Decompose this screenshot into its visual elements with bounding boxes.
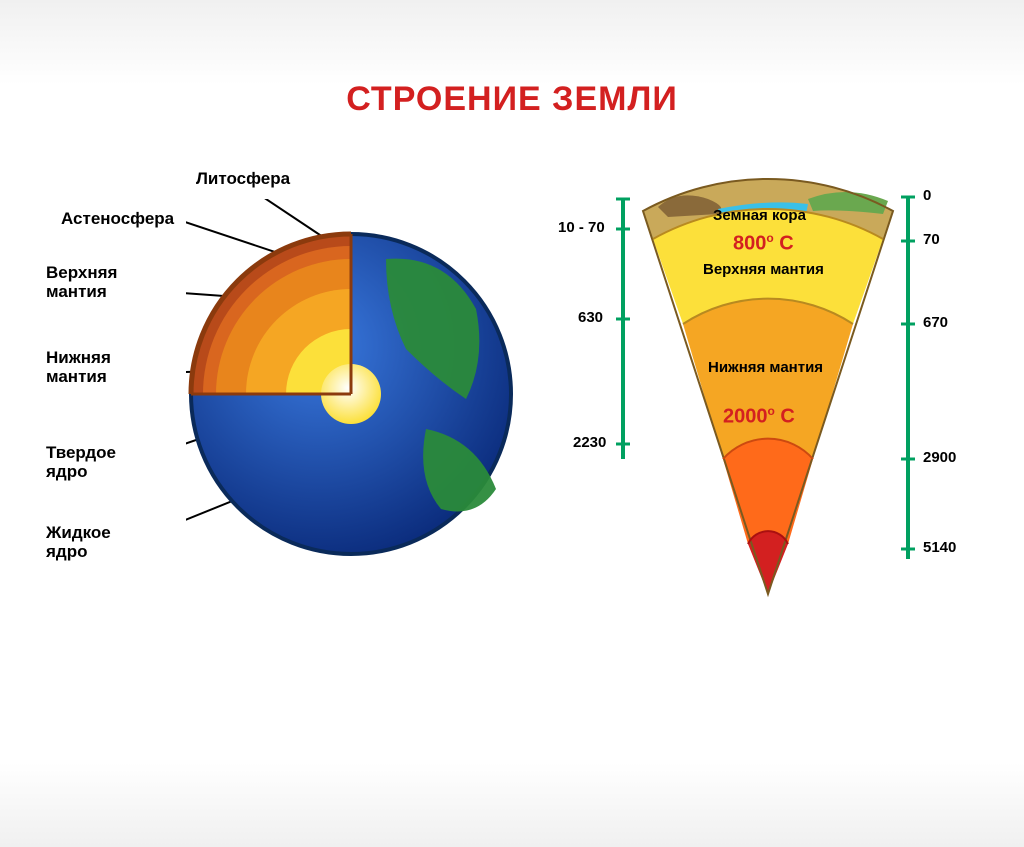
label-lower-mantle-1: Нижняя [46, 349, 111, 368]
sphere-svg [186, 199, 516, 589]
label-outer-core-2: ядро [46, 543, 87, 562]
wedge-label-upper-mantle: Верхняя мантия [703, 261, 824, 278]
right-tick-3: 2900 [923, 449, 956, 466]
left-tick-0: 10 - 70 [558, 219, 605, 236]
left-tick-1: 630 [578, 309, 603, 326]
label-inner-core-2: ядро [46, 463, 87, 482]
right-tick-1: 70 [923, 231, 940, 248]
label-outer-core-1: Жидкое [46, 524, 111, 543]
label-upper-mantle-2: мантия [46, 283, 107, 302]
label-inner-core-1: Твердое [46, 444, 116, 463]
label-asthenosphere: Астеносфера [61, 209, 174, 229]
left-tick-2: 2230 [573, 434, 606, 451]
wedge-label-crust: Земная кора [713, 207, 806, 224]
earth-wedge-diagram: 10 - 70 630 2230 0 70 670 2900 5140 Земн… [548, 169, 978, 609]
wedge-temp-lower: 2000o C [723, 404, 795, 429]
wedge-temp-upper: 800o C [733, 231, 794, 256]
wedge-label-lower-mantle: Нижняя мантия [708, 359, 823, 376]
page-title: СТРОЕНИЕ ЗЕМЛИ [0, 80, 1024, 119]
right-tick-0: 0 [923, 187, 931, 204]
label-lower-mantle-2: мантия [46, 368, 107, 387]
label-upper-mantle-1: Верхняя [46, 264, 117, 283]
earth-sphere-diagram: Литосфера Астеносфера Верхняя мантия Ниж… [46, 169, 496, 609]
right-tick-2: 670 [923, 314, 948, 331]
right-tick-4: 5140 [923, 539, 956, 556]
diagram-container: Литосфера Астеносфера Верхняя мантия Ниж… [0, 169, 1024, 609]
label-lithosphere: Литосфера [196, 169, 290, 189]
